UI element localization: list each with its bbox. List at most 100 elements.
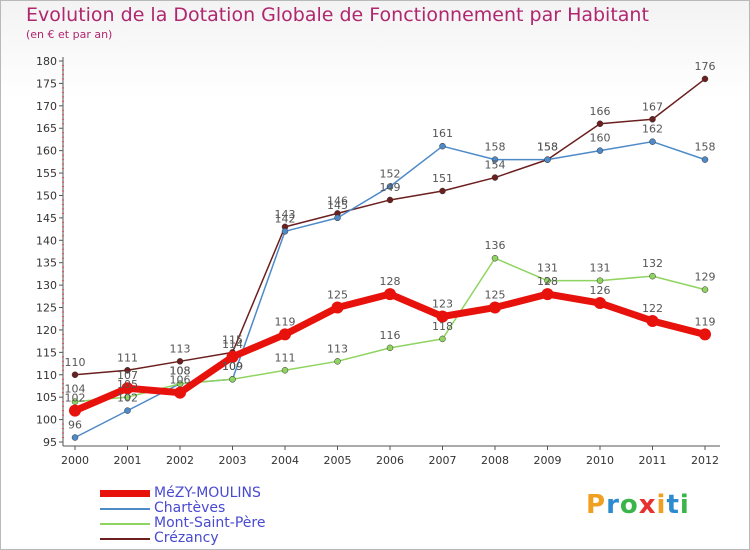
data-point (649, 138, 656, 145)
data-label: 122 (642, 302, 663, 315)
x-tick-label: 2001 (114, 454, 142, 467)
legend-label: Chartèves (154, 500, 226, 516)
y-tick-label: 175 (36, 77, 57, 90)
data-label: 154 (485, 159, 506, 172)
data-label: 132 (642, 257, 663, 270)
data-label: 167 (642, 100, 663, 113)
y-tick-label: 105 (36, 391, 57, 404)
x-tick-label: 2000 (61, 454, 89, 467)
data-label: 111 (275, 351, 296, 364)
data-point (279, 328, 291, 341)
data-label: 131 (590, 262, 611, 275)
data-point (124, 407, 131, 414)
legend-item: MéZY-MOULINS (100, 486, 360, 501)
x-tick-label: 2011 (639, 454, 667, 467)
data-label: 176 (695, 60, 716, 73)
data-label: 119 (695, 315, 716, 328)
data-label: 146 (327, 194, 348, 207)
y-tick-label: 130 (36, 279, 57, 292)
data-label: 152 (380, 168, 401, 181)
data-point (439, 187, 446, 195)
data-point (544, 156, 551, 163)
data-label: 145 (327, 199, 348, 212)
data-point (226, 350, 239, 363)
legend-label: Mont-Saint-Père (154, 515, 266, 531)
data-label: 109 (222, 360, 243, 373)
data-point (596, 120, 604, 128)
data-label: 143 (275, 208, 296, 221)
data-point (649, 116, 656, 123)
data-label: 115 (222, 333, 243, 346)
legend-item: Crézancy (100, 531, 360, 546)
data-label: 142 (275, 212, 296, 225)
data-label: 102 (65, 392, 86, 405)
data-label: 136 (485, 239, 506, 252)
data-point (491, 254, 499, 262)
data-label: 125 (485, 289, 506, 302)
data-label: 114 (222, 338, 243, 351)
data-label: 104 (65, 383, 86, 396)
legend-item: Mont-Saint-Père (100, 516, 360, 531)
data-label: 96 (68, 419, 82, 432)
data-point (386, 196, 394, 204)
data-label: 166 (590, 105, 611, 118)
x-tick-label: 2002 (166, 454, 194, 467)
data-label: 109 (222, 360, 243, 373)
data-point (596, 277, 604, 284)
data-label: 111 (117, 351, 138, 364)
data-label: 158 (537, 141, 558, 154)
chart-title: Evolution de la Dotation Globale de Fonc… (26, 4, 649, 26)
y-tick-label: 120 (36, 324, 57, 337)
data-point (596, 147, 604, 154)
data-point (436, 310, 449, 323)
legend-item: Chartèves (100, 501, 360, 516)
y-tick-label: 125 (36, 302, 57, 315)
legend-swatch (100, 523, 150, 525)
legend-swatch (100, 508, 150, 510)
data-point (281, 228, 289, 235)
data-point (646, 314, 659, 327)
data-point (544, 277, 551, 284)
data-label: 119 (275, 315, 296, 328)
data-point (174, 386, 186, 399)
y-tick-label: 180 (36, 55, 57, 68)
data-label: 149 (380, 181, 401, 194)
data-label: 158 (485, 141, 506, 154)
data-point (701, 286, 709, 293)
chart-subtitle: (en € et par an) (26, 28, 113, 41)
logo-letter: i (656, 490, 667, 520)
legend-swatch (100, 538, 150, 540)
data-point (701, 75, 709, 83)
data-label: 160 (590, 132, 611, 145)
data-label: 108 (170, 365, 191, 378)
data-label: 107 (117, 369, 138, 382)
data-point (594, 297, 606, 310)
y-tick-label: 100 (36, 414, 57, 427)
legend-swatch (100, 490, 150, 497)
data-label: 116 (380, 329, 401, 342)
y-tick-label: 155 (36, 167, 57, 180)
logo-letter: o (619, 490, 639, 520)
x-tick-label: 2003 (219, 454, 247, 467)
data-label: 125 (327, 289, 348, 302)
data-point (334, 358, 341, 365)
data-point (699, 328, 711, 341)
data-point (439, 335, 446, 343)
y-tick-label: 110 (36, 369, 57, 382)
y-tick-label: 150 (36, 189, 57, 202)
data-label: 128 (537, 275, 558, 288)
data-point (439, 142, 446, 150)
data-label: 108 (170, 365, 191, 378)
x-tick-label: 2009 (534, 454, 562, 467)
data-label: 129 (695, 271, 716, 284)
y-tick-label: 160 (36, 145, 57, 158)
x-tick-label: 2007 (429, 454, 457, 467)
y-tick-label: 165 (36, 122, 57, 135)
y-tick-label: 170 (36, 100, 57, 113)
data-label: 113 (170, 342, 191, 355)
y-tick-label: 115 (36, 346, 57, 359)
data-point (491, 156, 499, 163)
data-point (331, 301, 344, 314)
